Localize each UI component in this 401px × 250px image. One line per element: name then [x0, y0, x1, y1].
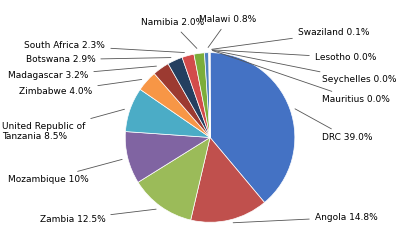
Wedge shape — [191, 138, 265, 222]
Text: Mauritius 0.0%: Mauritius 0.0% — [213, 50, 390, 104]
Text: Mozambique 10%: Mozambique 10% — [8, 160, 122, 184]
Wedge shape — [125, 132, 210, 182]
Wedge shape — [154, 64, 210, 138]
Text: Namibia 2.0%: Namibia 2.0% — [140, 18, 204, 48]
Wedge shape — [205, 53, 210, 138]
Wedge shape — [210, 53, 295, 203]
Wedge shape — [209, 53, 210, 138]
Text: United Republic of
Tanzania 8.5%: United Republic of Tanzania 8.5% — [2, 109, 124, 141]
Text: Angola 14.8%: Angola 14.8% — [233, 213, 378, 223]
Text: Lesotho 0.0%: Lesotho 0.0% — [212, 50, 376, 62]
Text: Swaziland 0.1%: Swaziland 0.1% — [212, 28, 369, 49]
Wedge shape — [140, 74, 210, 138]
Text: Malawi 0.8%: Malawi 0.8% — [199, 15, 257, 48]
Wedge shape — [126, 90, 210, 138]
Wedge shape — [168, 58, 210, 138]
Text: Madagascar 3.2%: Madagascar 3.2% — [8, 66, 156, 80]
Text: Botswana 2.9%: Botswana 2.9% — [26, 55, 171, 64]
Wedge shape — [182, 54, 210, 138]
Text: DRC 39.0%: DRC 39.0% — [295, 109, 372, 142]
Wedge shape — [194, 53, 210, 138]
Wedge shape — [209, 53, 210, 138]
Text: Zambia 12.5%: Zambia 12.5% — [40, 209, 156, 224]
Text: South Africa 2.3%: South Africa 2.3% — [24, 41, 184, 52]
Text: Seychelles 0.0%: Seychelles 0.0% — [213, 50, 396, 84]
Wedge shape — [138, 138, 210, 220]
Wedge shape — [209, 53, 210, 138]
Text: Zimbabwe 4.0%: Zimbabwe 4.0% — [19, 80, 142, 96]
